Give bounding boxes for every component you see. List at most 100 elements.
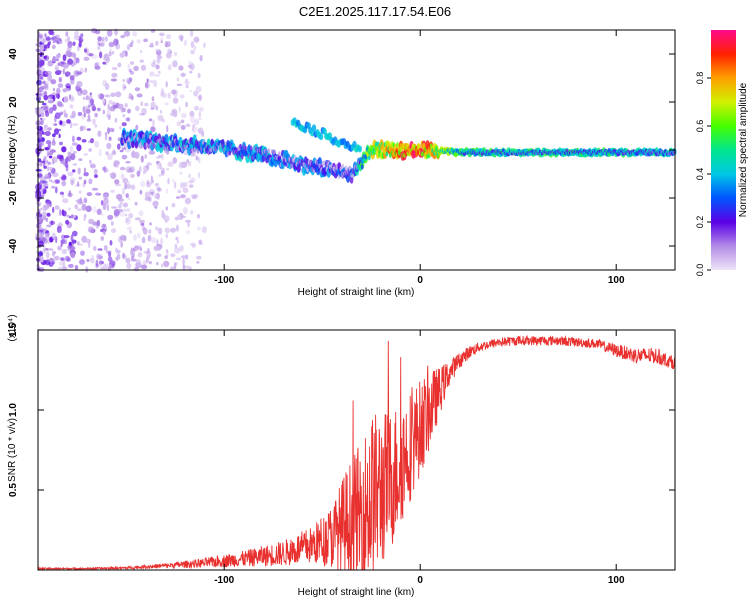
noise-speckle bbox=[172, 89, 179, 98]
spectrogram-y-tick-label: 20 bbox=[8, 96, 19, 108]
noise-speckle bbox=[52, 133, 56, 138]
spectrogram-y-ticks: -40 -20 0 20 40 bbox=[8, 48, 675, 253]
noise-speckle bbox=[83, 179, 87, 185]
noise-speckle bbox=[72, 135, 75, 143]
noise-speckle bbox=[83, 218, 86, 221]
noise-speckle bbox=[115, 247, 118, 254]
noise-speckle bbox=[133, 266, 140, 272]
noise-speckle bbox=[191, 195, 198, 200]
noise-speckle bbox=[83, 197, 88, 204]
noise-speckle bbox=[103, 197, 109, 206]
noise-speckle bbox=[153, 74, 161, 77]
noise-speckle bbox=[54, 66, 59, 71]
noise-speckle bbox=[62, 54, 67, 62]
noise-speckle bbox=[71, 52, 76, 58]
noise-speckle bbox=[37, 240, 44, 246]
noise-speckle bbox=[40, 189, 43, 196]
noise-speckle bbox=[47, 173, 50, 180]
noise-speckle bbox=[197, 117, 203, 121]
noise-speckle bbox=[165, 52, 172, 59]
noise-speckle bbox=[189, 242, 196, 247]
branch-mark bbox=[310, 129, 315, 137]
noise-speckle bbox=[126, 44, 131, 51]
noise-speckle bbox=[192, 124, 196, 127]
noise-speckle bbox=[138, 245, 142, 250]
noise-speckle bbox=[91, 54, 98, 60]
noise-speckle bbox=[69, 145, 73, 152]
noise-speckle bbox=[138, 210, 144, 217]
noise-speckle bbox=[157, 114, 164, 122]
noise-speckle bbox=[108, 51, 112, 57]
noise-speckle bbox=[44, 186, 49, 189]
noise-speckle bbox=[178, 161, 184, 169]
noise-speckle bbox=[146, 179, 150, 185]
noise-speckle bbox=[62, 198, 69, 204]
noise-speckle bbox=[144, 82, 150, 89]
noise-speckle bbox=[40, 236, 47, 242]
noise-speckle bbox=[73, 57, 79, 62]
noise-speckle bbox=[58, 133, 61, 139]
noise-speckle bbox=[198, 239, 203, 245]
noise-speckle bbox=[107, 214, 114, 221]
noise-speckle bbox=[113, 208, 120, 217]
noise-speckle bbox=[158, 154, 163, 159]
noise-speckle bbox=[119, 212, 126, 217]
noise-speckle bbox=[155, 40, 159, 46]
noise-speckle bbox=[121, 147, 127, 150]
noise-speckle bbox=[112, 104, 119, 109]
noise-speckle bbox=[101, 36, 105, 42]
noise-speckle bbox=[127, 79, 131, 85]
noise-speckle bbox=[69, 94, 72, 100]
noise-speckle bbox=[135, 124, 139, 131]
noise-speckle bbox=[70, 153, 76, 161]
noise-speckle bbox=[77, 181, 80, 187]
noise-speckle bbox=[60, 242, 63, 247]
noise-speckle bbox=[66, 44, 73, 49]
noise-speckle bbox=[68, 207, 71, 211]
noise-speckle bbox=[154, 48, 161, 52]
noise-speckle bbox=[38, 73, 44, 80]
noise-speckle bbox=[131, 40, 134, 44]
noise-speckle bbox=[97, 45, 101, 51]
noise-speckle bbox=[184, 197, 191, 205]
noise-speckle bbox=[41, 102, 47, 106]
noise-speckle bbox=[129, 230, 132, 234]
noise-speckle bbox=[61, 120, 66, 127]
ridge-mark bbox=[385, 151, 389, 157]
noise-speckle bbox=[63, 95, 69, 103]
noise-speckle bbox=[102, 109, 106, 115]
noise-speckle bbox=[64, 71, 71, 77]
noise-speckle bbox=[56, 70, 63, 73]
noise-speckle bbox=[171, 179, 175, 183]
noise-speckle bbox=[141, 107, 147, 115]
noise-speckle bbox=[93, 245, 97, 251]
noise-speckle bbox=[62, 259, 66, 267]
noise-speckle bbox=[189, 110, 195, 117]
noise-speckle bbox=[59, 191, 64, 195]
noise-speckle bbox=[176, 257, 181, 261]
spectrogram-y-tick-label: 40 bbox=[8, 48, 19, 60]
noise-speckle bbox=[35, 201, 42, 205]
noise-speckle bbox=[96, 219, 101, 227]
noise-speckle bbox=[100, 40, 105, 48]
noise-speckle bbox=[155, 49, 162, 56]
noise-speckle bbox=[55, 34, 60, 38]
noise-speckle bbox=[49, 149, 56, 153]
noise-speckle bbox=[145, 165, 149, 170]
noise-speckle bbox=[94, 112, 98, 118]
noise-speckle bbox=[182, 187, 189, 194]
noise-speckle bbox=[126, 207, 131, 213]
noise-speckle bbox=[67, 171, 74, 177]
noise-speckle bbox=[160, 263, 164, 268]
spectrogram-x-ticks: -100 0 100 bbox=[214, 30, 625, 286]
noise-speckle bbox=[194, 105, 199, 111]
noise-speckle bbox=[53, 251, 57, 255]
noise-speckle bbox=[80, 250, 85, 256]
noise-speckle bbox=[172, 113, 176, 117]
noise-speckle bbox=[67, 58, 74, 65]
noise-speckle bbox=[42, 247, 47, 252]
noise-speckle bbox=[99, 51, 103, 59]
noise-speckle bbox=[137, 252, 143, 258]
noise-speckle bbox=[45, 110, 50, 117]
noise-speckle bbox=[90, 98, 95, 106]
